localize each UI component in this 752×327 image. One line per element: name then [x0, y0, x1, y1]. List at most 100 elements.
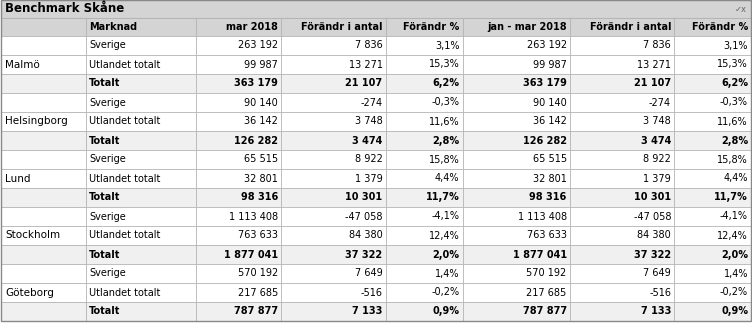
- Text: Totalt: Totalt: [89, 193, 120, 202]
- Text: -4,1%: -4,1%: [720, 212, 748, 221]
- Bar: [386, 93, 462, 112]
- Bar: [386, 150, 462, 169]
- Bar: [196, 150, 281, 169]
- Text: Malmö: Malmö: [5, 60, 40, 70]
- Bar: [1, 36, 86, 55]
- Bar: [281, 188, 386, 207]
- Text: 4,4%: 4,4%: [723, 174, 748, 183]
- Text: 90 140: 90 140: [533, 97, 567, 108]
- Text: Förändr i antal: Förändr i antal: [301, 22, 383, 32]
- Bar: [281, 245, 386, 264]
- Bar: [570, 131, 674, 150]
- Bar: [462, 207, 570, 226]
- Bar: [462, 18, 570, 36]
- Text: Förändr %: Förändr %: [403, 22, 459, 32]
- Bar: [196, 226, 281, 245]
- Bar: [674, 36, 751, 55]
- Text: 65 515: 65 515: [532, 154, 567, 164]
- Bar: [462, 188, 570, 207]
- Bar: [281, 55, 386, 74]
- Text: 7 649: 7 649: [355, 268, 383, 279]
- Text: 15,3%: 15,3%: [717, 60, 748, 70]
- Bar: [462, 264, 570, 283]
- Bar: [196, 74, 281, 93]
- Text: 3 748: 3 748: [643, 116, 671, 127]
- Bar: [1, 36, 86, 55]
- Bar: [570, 93, 674, 112]
- Bar: [1, 264, 86, 283]
- Bar: [1, 18, 86, 36]
- Bar: [1, 283, 86, 302]
- Bar: [1, 74, 86, 93]
- Text: 37 322: 37 322: [634, 250, 671, 260]
- Bar: [1, 302, 86, 321]
- Text: -47 058: -47 058: [345, 212, 383, 221]
- Bar: [1, 169, 86, 188]
- Text: 13 271: 13 271: [349, 60, 383, 70]
- Bar: [1, 150, 86, 169]
- Text: 13 271: 13 271: [637, 60, 671, 70]
- Text: Stockholm: Stockholm: [5, 231, 60, 240]
- Bar: [462, 245, 570, 264]
- Bar: [462, 283, 570, 302]
- Text: Sverige: Sverige: [89, 268, 126, 279]
- Bar: [462, 226, 570, 245]
- Text: -4,1%: -4,1%: [432, 212, 459, 221]
- Text: 11,7%: 11,7%: [426, 193, 459, 202]
- Text: 3 748: 3 748: [355, 116, 383, 127]
- Text: Benchmark Skåne: Benchmark Skåne: [5, 3, 124, 15]
- Bar: [86, 150, 196, 169]
- Bar: [1, 93, 86, 112]
- Bar: [674, 93, 751, 112]
- Bar: [86, 264, 196, 283]
- Bar: [196, 18, 281, 36]
- Text: 3 474: 3 474: [352, 135, 383, 146]
- Text: ✓x: ✓x: [735, 5, 747, 13]
- Text: 363 179: 363 179: [235, 78, 278, 89]
- Text: Utlandet totalt: Utlandet totalt: [89, 174, 160, 183]
- Text: 32 801: 32 801: [533, 174, 567, 183]
- Bar: [386, 55, 462, 74]
- Text: -0,3%: -0,3%: [432, 97, 459, 108]
- Text: 217 685: 217 685: [238, 287, 278, 298]
- Text: 1 113 408: 1 113 408: [517, 212, 567, 221]
- Bar: [281, 283, 386, 302]
- Text: Totalt: Totalt: [89, 306, 120, 317]
- Text: -0,3%: -0,3%: [720, 97, 748, 108]
- Text: 7 133: 7 133: [352, 306, 383, 317]
- Text: 84 380: 84 380: [349, 231, 383, 240]
- Bar: [570, 245, 674, 264]
- Bar: [86, 36, 196, 55]
- Text: 12,4%: 12,4%: [717, 231, 748, 240]
- Text: Utlandet totalt: Utlandet totalt: [89, 60, 160, 70]
- Bar: [1, 264, 86, 283]
- Bar: [281, 93, 386, 112]
- Text: jan - mar 2018: jan - mar 2018: [487, 22, 567, 32]
- Bar: [196, 93, 281, 112]
- Bar: [196, 36, 281, 55]
- Bar: [570, 112, 674, 131]
- Text: Förändr %: Förändr %: [692, 22, 748, 32]
- Bar: [281, 18, 386, 36]
- Bar: [674, 74, 751, 93]
- Bar: [674, 207, 751, 226]
- Bar: [674, 112, 751, 131]
- Text: -0,2%: -0,2%: [720, 287, 748, 298]
- Text: 21 107: 21 107: [345, 78, 383, 89]
- Text: 15,8%: 15,8%: [717, 154, 748, 164]
- Bar: [86, 207, 196, 226]
- Text: 37 322: 37 322: [345, 250, 383, 260]
- Text: 763 633: 763 633: [526, 231, 567, 240]
- Bar: [570, 74, 674, 93]
- Bar: [281, 112, 386, 131]
- Bar: [281, 264, 386, 283]
- Text: 10 301: 10 301: [634, 193, 671, 202]
- Bar: [462, 302, 570, 321]
- Bar: [86, 226, 196, 245]
- Text: Sverige: Sverige: [89, 41, 126, 50]
- Bar: [674, 18, 751, 36]
- Bar: [196, 207, 281, 226]
- Bar: [570, 36, 674, 55]
- Bar: [86, 131, 196, 150]
- Bar: [1, 302, 86, 321]
